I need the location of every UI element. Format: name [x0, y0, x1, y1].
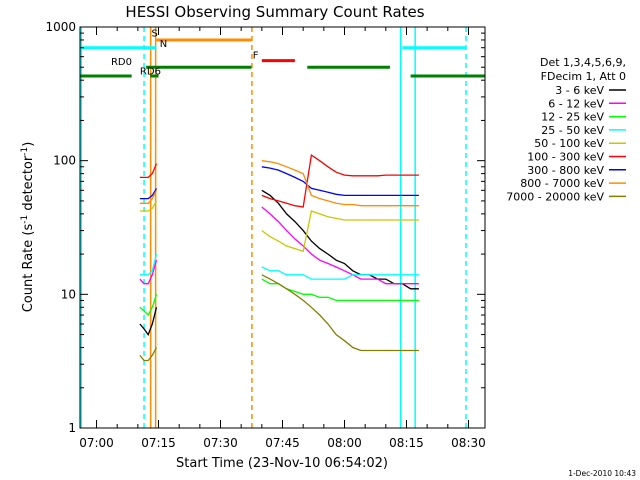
x-tick-label-5: 08:15: [389, 436, 424, 450]
series-line-2-0: [139, 294, 158, 317]
state-label-s: S: [151, 28, 157, 39]
datestamp: 1-Dec-2010 10:43: [568, 469, 636, 478]
legend-label-0: 3 - 6 keV: [555, 84, 604, 97]
series-line-8-1: [261, 274, 419, 352]
legend: Det 1,3,4,5,6,9,FDecim 1, Att 03 - 6 keV…: [506, 56, 626, 203]
x-tick-label-1: 07:15: [141, 436, 176, 450]
axes: 07:00 07:15 07:30 07:45 08:00 08:15 08:30 1 10 10…: [45, 20, 485, 450]
series-line-7-0: [139, 190, 158, 204]
legend-header-1: FDecim 1, Att 0: [541, 70, 626, 83]
legend-label-4: 50 - 100 keV: [534, 137, 604, 150]
y-axis-label-mid: detector: [21, 155, 36, 215]
x-tick-label-6: 08:30: [451, 436, 486, 450]
legend-label-8: 7000 - 20000 keV: [506, 190, 604, 203]
series-line-5-1: [261, 153, 419, 208]
y-axis-label-base: Count Rate (s: [21, 224, 36, 313]
plot-area: SN F RD0 RD6: [80, 27, 485, 428]
y-tick-label-3: 1000: [45, 20, 76, 34]
state-label-rd6: RD6: [140, 67, 161, 78]
series-line-3-1: [261, 266, 419, 280]
series-line-4-1: [261, 210, 419, 253]
y-tick-label-0: 1: [68, 421, 76, 435]
legend-label-5: 100 - 300 keV: [527, 151, 604, 164]
plot-frame: [79, 26, 486, 429]
y-axis-label: Count Rate (s-1 detector-1): [20, 142, 36, 313]
state-label-f: F: [253, 51, 259, 62]
legend-label-2: 12 - 25 keV: [541, 111, 604, 124]
state-label-n: N: [160, 39, 167, 50]
legend-header-0: Det 1,3,4,5,6,9,: [540, 56, 626, 69]
series-line-7-1: [261, 160, 419, 207]
series-line-6-0: [139, 188, 158, 200]
legend-label-7: 800 - 7000 keV: [520, 177, 604, 190]
series-line-6-1: [261, 166, 419, 197]
series-line-5-0: [139, 163, 158, 179]
legend-label-3: 25 - 50 keV: [541, 124, 604, 137]
state-label-rd0: RD0: [111, 57, 132, 68]
series-line-3-0: [139, 253, 158, 276]
y-tick-label-1: 10: [61, 287, 76, 301]
y-axis-label-exp1: -1: [20, 215, 30, 224]
series-line-1-0: [139, 260, 158, 285]
series-line-8-0: [139, 347, 158, 362]
series-line-1-1: [261, 206, 419, 285]
x-tick-label-2: 07:30: [203, 436, 238, 450]
series-line-2-1: [261, 278, 419, 302]
x-tick-label-3: 07:45: [265, 436, 300, 450]
y-axis-label-exp2: -1: [20, 147, 30, 156]
series-line-4-0: [139, 200, 158, 212]
chart-title: HESSI Observing Summary Count Rates: [125, 3, 424, 21]
x-axis-label: Start Time (23-Nov-10 06:54:02): [176, 456, 388, 471]
series-line-0-1: [261, 189, 419, 290]
legend-label-6: 300 - 800 keV: [527, 164, 604, 177]
x-tick-label-0: 07:00: [79, 436, 114, 450]
y-tick-label-2: 100: [53, 154, 76, 168]
x-tick-label-4: 08:00: [327, 436, 362, 450]
y-axis-label-end: ): [21, 142, 36, 147]
series-line-0-0: [139, 307, 158, 336]
legend-label-1: 6 - 12 keV: [548, 97, 604, 110]
